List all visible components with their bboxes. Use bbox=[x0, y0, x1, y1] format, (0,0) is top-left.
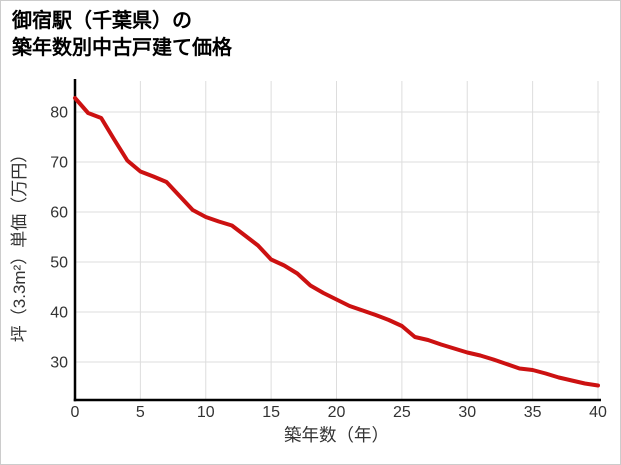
chart-title-line1: 御宿駅（千葉県）の bbox=[12, 10, 192, 32]
chart-title-line2: 築年数別中古戸建て価格 bbox=[12, 37, 232, 59]
x-axis-title: 築年数（年） bbox=[284, 425, 389, 445]
price-line-series bbox=[73, 96, 600, 388]
y-tick-label-40: 40 bbox=[50, 305, 68, 322]
x-tick-label-0: 0 bbox=[71, 404, 80, 421]
chart-title: 御宿駅（千葉県）の 築年数別中古戸建て価格 bbox=[12, 8, 232, 62]
y-tick-label-80: 80 bbox=[50, 105, 68, 122]
grid-horizontal bbox=[75, 111, 600, 363]
x-tick-label-30: 30 bbox=[458, 404, 476, 421]
y-tick-label-50: 50 bbox=[50, 255, 68, 272]
y-tick-label-70: 70 bbox=[50, 155, 68, 172]
x-tick-label-25: 25 bbox=[393, 404, 411, 421]
x-tick-label-15: 15 bbox=[262, 404, 280, 421]
y-tick-label-60: 60 bbox=[50, 205, 68, 222]
x-tick-labels: 0 5 10 15 20 25 30 35 40 bbox=[71, 404, 607, 421]
x-tick-label-40: 40 bbox=[589, 404, 607, 421]
x-tick-label-20: 20 bbox=[328, 404, 346, 421]
y-tick-labels: 30 40 50 60 70 80 bbox=[50, 105, 68, 372]
x-tick-label-5: 5 bbox=[136, 404, 145, 421]
x-tick-label-10: 10 bbox=[197, 404, 215, 421]
y-axis-title: 坪（3.3m²）単価（万円） bbox=[10, 146, 29, 342]
x-tick-label-35: 35 bbox=[524, 404, 542, 421]
y-tick-label-30: 30 bbox=[50, 355, 68, 372]
grid-vertical bbox=[139, 81, 599, 400]
